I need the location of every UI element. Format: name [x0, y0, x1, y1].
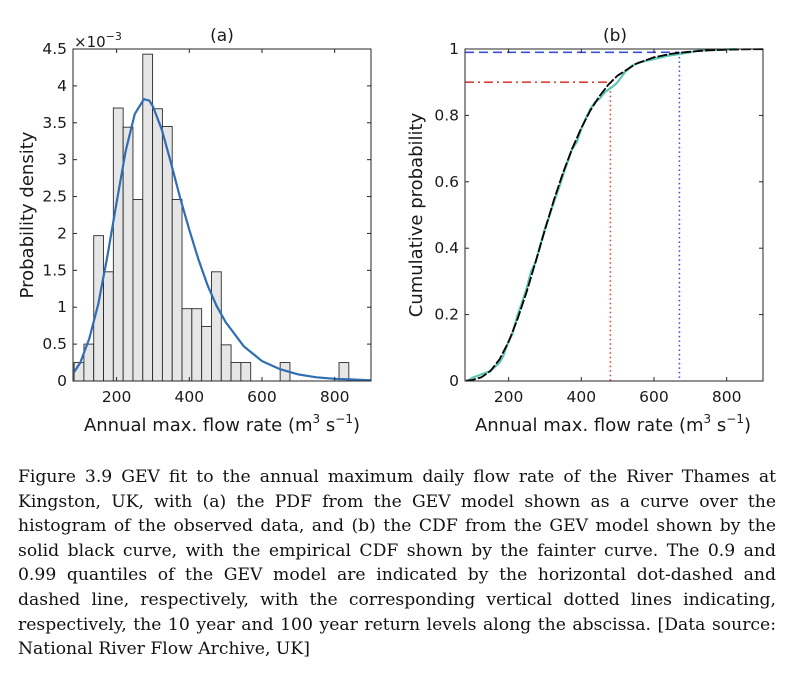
figure-caption: Figure 3.9 GEV fit to the annual maximum…: [18, 467, 776, 660]
panel-b-y-tick-label: 0.8: [434, 106, 459, 124]
panel-b-y-tick-label: 0.2: [434, 306, 459, 324]
panel-b-x-tick-label: 600: [639, 388, 669, 406]
panel-b-x-tick-label: 400: [566, 388, 596, 406]
panel-a-label: (a): [210, 26, 234, 46]
panel-a-bars: [73, 53, 350, 382]
panel-b-axes-box: [464, 48, 764, 382]
panel-a-histogram: (a) ×10−3 200 400 600 800 0 0.5 1 1.5 2 2.5 3 3.5 4…: [17, 26, 372, 436]
histogram-bar: [171, 199, 183, 382]
histogram-bar: [93, 235, 104, 382]
histogram-bar: [181, 308, 193, 382]
panel-a-gev-pdf-curve: [73, 97, 372, 382]
panel-a-y-tick-label: 2: [57, 224, 67, 242]
histogram-bar: [122, 126, 134, 382]
panel-a-y-axis-label: Probability density: [17, 131, 38, 298]
panel-a-y-multiplier: ×10−3: [74, 30, 122, 51]
panel-b-y-tick-label: 0: [449, 372, 459, 390]
panel-b-x-axis-label: Annual max. flow rate (m3 s−1): [475, 412, 751, 436]
panel-a-y-tick-label: 4: [57, 77, 67, 95]
panel-a-y-tick-label: 1.5: [42, 261, 67, 279]
panel-b-x-tick-label: 800: [712, 388, 742, 406]
panel-a-y-tick-label: 0: [57, 372, 67, 390]
histogram-bar: [112, 107, 124, 382]
panel-a-y-tick-label: 0.5: [42, 335, 67, 353]
panel-a-y-tick-label: 4.5: [42, 40, 67, 58]
figure: (a) ×10−3 200 400 600 800 0 0.5 1 1.5 2 2.5 3 3.5 4…: [17, 26, 764, 436]
panel-a-y-tick-label: 3.5: [42, 114, 67, 132]
panel-b-label: (b): [603, 26, 627, 46]
panel-a-y-ticks: 0 0.5 1 1.5 2 2.5 3 3.5 4 4.5: [42, 40, 371, 390]
histogram-bar: [220, 344, 232, 382]
panel-a-y-tick-label: 3: [57, 151, 67, 169]
panel-a-x-tick-label: 600: [247, 388, 277, 406]
histogram-bar: [191, 308, 203, 382]
histogram-bar: [132, 199, 144, 382]
histogram-bar: [230, 362, 242, 382]
histogram-bar: [152, 108, 163, 382]
histogram-bar: [240, 362, 252, 382]
panel-a-x-ticks: 200 400 600 800: [102, 49, 350, 406]
panel-b-cdf: (b) 200 400 600 800 0 0.2 0.4 0.6 0.8 1 Annual m…: [406, 26, 764, 436]
panel-b-y-tick-label: 0.6: [434, 173, 459, 191]
panel-b-x-tick-label: 200: [494, 388, 524, 406]
histogram-bar: [103, 271, 114, 382]
panel-a-x-axis-label: Annual max. flow rate (m3 s−1): [84, 412, 360, 436]
panel-a-y-tick-label: 1: [57, 298, 67, 316]
panel-a-y-tick-label: 2.5: [42, 188, 67, 206]
histogram-bar: [211, 271, 222, 382]
panel-a-axes-box: [72, 48, 372, 382]
histogram-bar: [201, 325, 212, 382]
panel-a-x-tick-label: 200: [102, 388, 132, 406]
panel-a-x-tick-label: 800: [320, 388, 350, 406]
panel-a-x-tick-label: 400: [174, 388, 204, 406]
panel-b-quantile-lines: [465, 51, 681, 381]
panel-b-y-tick-label: 1: [449, 40, 459, 58]
panel-b-y-tick-label: 0.4: [434, 239, 459, 257]
panel-b-empirical-cdf-curve: [467, 47, 738, 382]
panel-b-y-axis-label: Cumulative probability: [406, 112, 427, 317]
panel-b-y-ticks: 0 0.2 0.4 0.6 0.8 1: [434, 40, 763, 390]
panel-b-x-ticks: 200 400 600 800: [494, 49, 742, 406]
panel-b-gev-cdf-curve: [465, 48, 764, 382]
